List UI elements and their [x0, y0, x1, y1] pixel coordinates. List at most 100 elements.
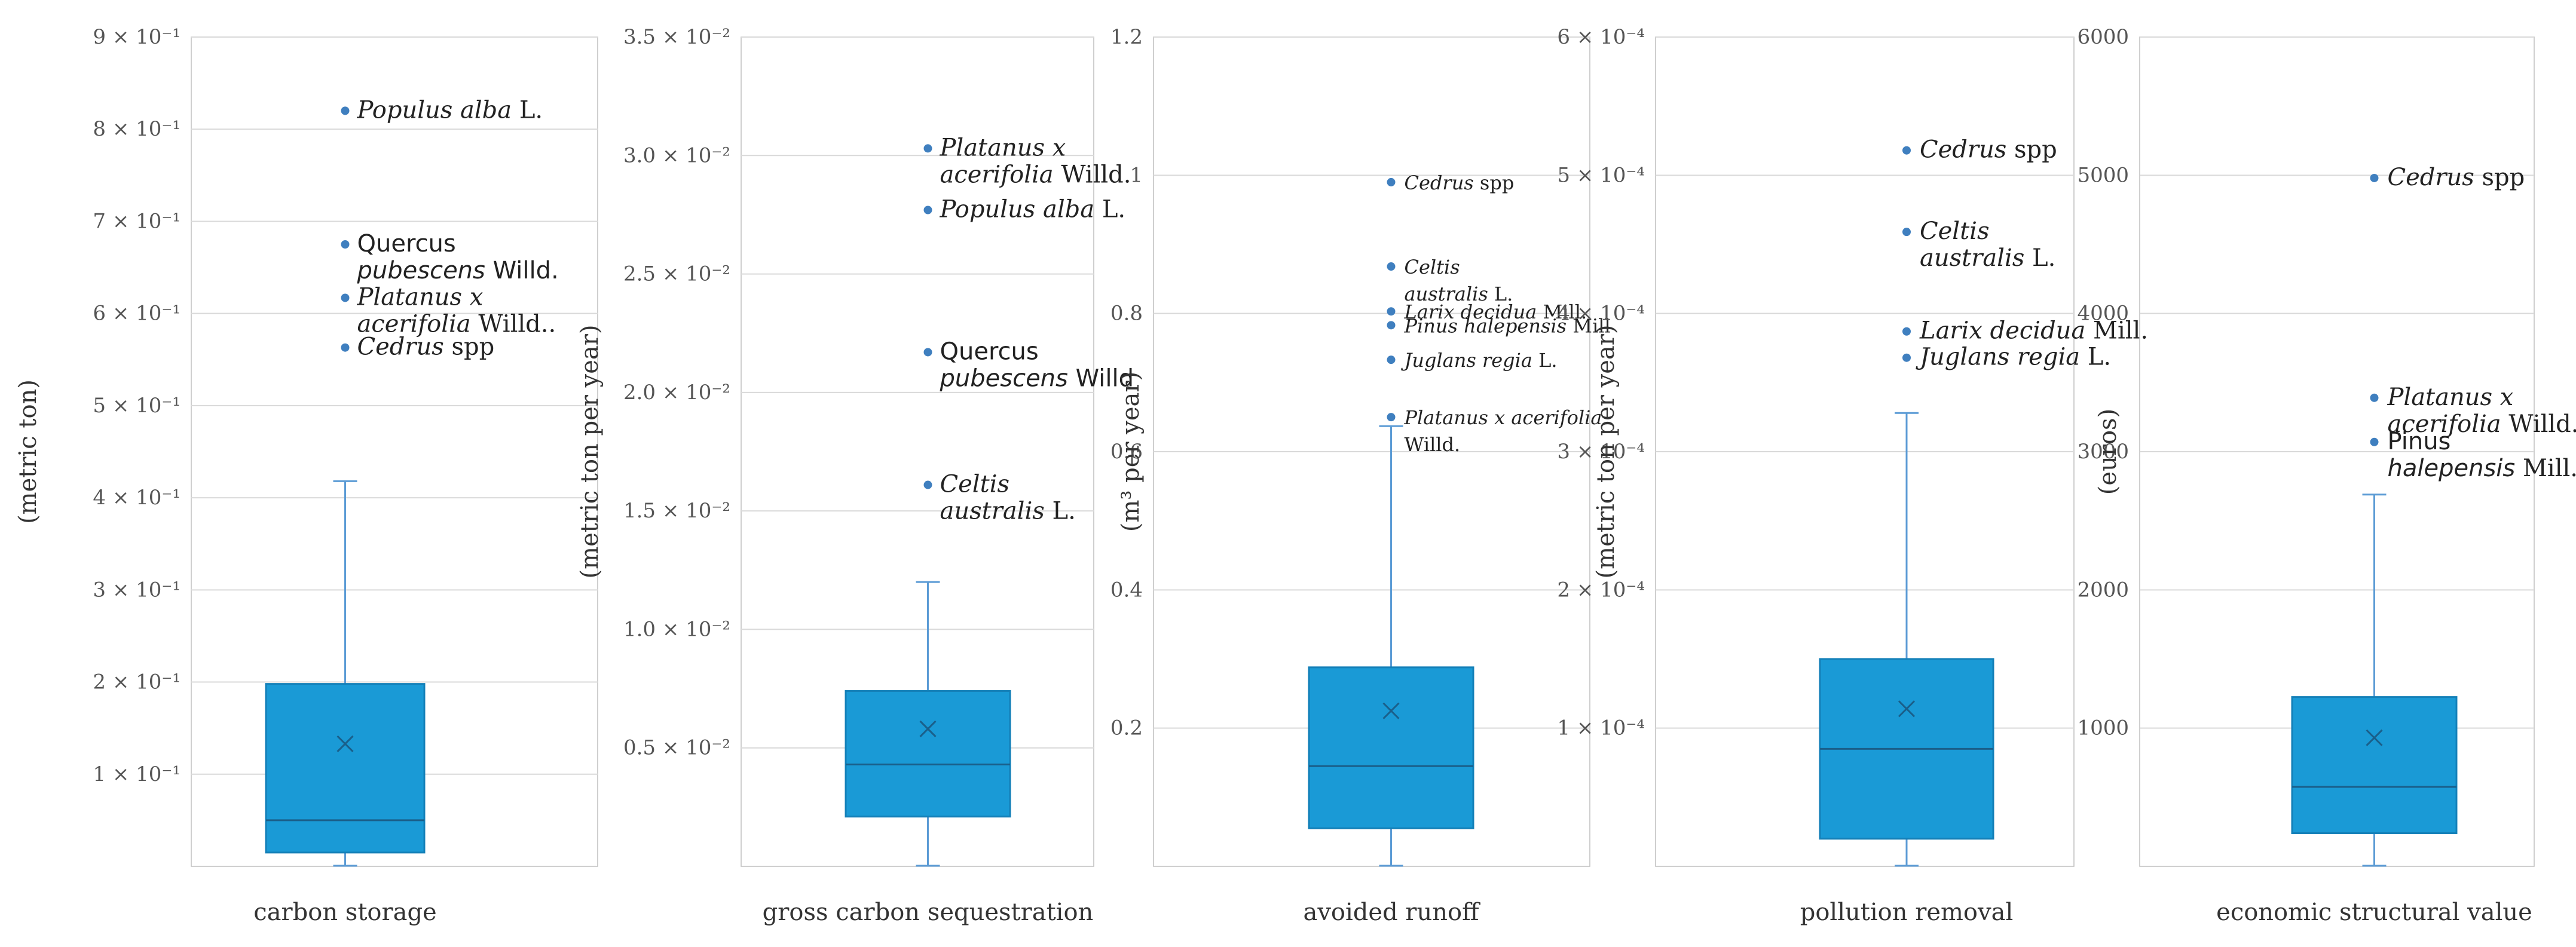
label-segment: spp: [1474, 171, 1515, 194]
panel-2-y-tick-label-3: 1.5 × 10⁻²: [623, 499, 730, 523]
panel-5-outlier-label-3-line-2: halepensis Mill.: [2388, 455, 2576, 482]
panel-5-x-axis-label: economic structural value: [2216, 899, 2532, 926]
panel-1-y-tick-label-4: 4 × 10⁻¹: [93, 486, 180, 510]
label-segment: pubescens: [357, 257, 485, 284]
label-segment: halepensis: [2388, 455, 2516, 482]
panel-1-outlier-point-3: [341, 293, 350, 302]
panel-2-y-tick-label-6: 3.0 × 10⁻²: [623, 143, 730, 167]
label-segment: pubescens: [940, 364, 1068, 392]
panel-4-mean-marker: [1898, 700, 1916, 718]
panel-5-y-tick-label-5: 5000: [2077, 163, 2129, 187]
label-segment: Willd.: [1405, 433, 1461, 456]
label-segment: australis: [940, 498, 1045, 525]
panel-3-y-tick-label-2: 0.4: [1110, 578, 1143, 602]
panel-5-y-tick-label-2: 2000: [2077, 578, 2129, 602]
panel-4-outlier-label-2-line-1: Celtis: [1920, 217, 1989, 245]
panel-3-outlier-point-1: [1387, 177, 1396, 186]
panel-1-y-axis-label: (metric ton): [14, 379, 42, 524]
panel-1-mean-marker: [336, 735, 354, 752]
panel-5-outlier-label-1-line-1: Cedrus spp: [2388, 164, 2525, 191]
label-segment: Willd..: [471, 310, 556, 338]
label-segment: spp: [444, 333, 494, 361]
panel-2-outlier-label-1-line-2: acerifolia Willd.: [940, 161, 1131, 188]
panel-3-outlier-point-3: [1387, 307, 1396, 316]
label-segment: L.: [512, 96, 543, 124]
label-segment: Cedrus: [1405, 171, 1474, 194]
panel-2-outlier-label-3-line-1: Quercus: [940, 338, 1039, 365]
panel-4-y-tick-label-3: 3 × 10⁻⁴: [1557, 440, 1645, 464]
panel-3-outlier-label-5-line-1: Juglans regia L.: [1401, 349, 1558, 372]
label-segment: Mill.: [2515, 455, 2576, 482]
panel-3-y-tick-label-6: 1.2: [1110, 25, 1143, 49]
panel-1-y-tick-label-1: 1 × 10⁻¹: [93, 762, 180, 786]
label-segment: Larix decidua: [1404, 301, 1537, 323]
panel-5-outlier-label-2-line-2: acerifolia Willd.: [2388, 410, 2576, 438]
label-segment: acerifolia: [2388, 410, 2501, 438]
panel-2-y-tick-label-4: 2.0 × 10⁻²: [623, 381, 730, 404]
panel-5-box-iqr: [2291, 696, 2458, 834]
panel-5-outlier-label-3-line-1: Pinus: [2388, 428, 2451, 455]
panel-3-outlier-label-2-line-2: australis L.: [1405, 283, 1513, 305]
panel-5-outlier-point-2: [2370, 393, 2379, 402]
panel-2-y-axis-label: (metric ton per year): [576, 325, 604, 579]
label-segment: Populus alba: [940, 195, 1095, 223]
label-segment: Platanus x: [357, 283, 484, 311]
panel-2-outlier-label-4-line-1: Celtis: [940, 471, 1009, 498]
panel-5-outlier-point-3: [2370, 437, 2379, 446]
panel-3-outlier-point-2: [1387, 262, 1396, 271]
panel-4-outlier-point-4: [1902, 353, 1911, 362]
panel-3-outlier-label-4-line-1: Pinus halepensis Mill: [1404, 314, 1611, 337]
panel-2-y-tick-label-7: 3.5 × 10⁻²: [623, 25, 730, 49]
panel-5-y-tick-label-3: 3000: [2077, 440, 2129, 464]
label-segment: Cedrus: [1920, 136, 2006, 164]
label-segment: L.: [1045, 498, 1076, 525]
label-segment: Juglans regia: [1401, 349, 1532, 372]
panel-1-outlier-point-1: [341, 106, 350, 115]
label-segment: Juglans regia: [1916, 344, 2080, 371]
label-segment: Mill.: [1537, 301, 1587, 323]
panel-1-outlier-label-3-line-1: Platanus x: [357, 283, 484, 311]
panel-3-outlier-point-4: [1387, 321, 1396, 330]
panel-1-y-tick-label-3: 3 × 10⁻¹: [93, 578, 180, 602]
panel-4-y-axis-label: (metric ton per year): [1592, 325, 1620, 579]
label-segment: Quercus: [357, 230, 456, 258]
label-segment: Mill: [1567, 314, 1611, 337]
panel-3-outlier-label-2-line-1: Celtis: [1405, 256, 1460, 278]
label-segment: Cedrus: [357, 333, 444, 361]
panel-4-outlier-label-3-line-1: Larix decidua Mill.: [1919, 317, 2148, 345]
panel-1-x-axis-label: carbon storage: [253, 899, 436, 926]
label-segment: L.: [2024, 244, 2055, 272]
panel-5-y-axis-label: (euros): [2094, 409, 2122, 495]
panel-2-box-iqr: [845, 690, 1011, 818]
label-segment: Mill.: [2085, 317, 2148, 345]
panel-4-y-tick-label-5: 5 × 10⁻⁴: [1557, 163, 1645, 187]
panel-2-x-axis-label: gross carbon sequestration: [763, 899, 1094, 926]
panel-4-x-axis-label: pollution removal: [1800, 899, 2014, 926]
panel-2-outlier-label-3-line-2: pubescens Willd: [940, 364, 1134, 392]
panel-2-outlier-point-2: [923, 206, 932, 214]
panel-5-y-tick-label-6: 6000: [2077, 25, 2129, 49]
panel-3-y-axis-label: (m³ per year): [1117, 372, 1145, 532]
panel-2-outlier-point-4: [923, 480, 932, 489]
panel-4-outlier-point-3: [1902, 327, 1911, 336]
panel-2-outlier-point-3: [923, 348, 932, 357]
label-segment: Willd: [1068, 364, 1134, 392]
panel-3-y-tick-label-5: 1: [1130, 163, 1143, 187]
panel-1-y-tick-label-9: 9 × 10⁻¹: [93, 25, 180, 49]
panel-1-outlier-label-2-line-2: pubescens Willd.: [357, 257, 559, 284]
label-segment: Larix decidua: [1919, 317, 2085, 345]
panel-3-y-tick-label-4: 0.8: [1110, 302, 1143, 326]
label-segment: Pinus halepensis: [1404, 314, 1567, 337]
label-segment: australis: [1920, 244, 2024, 272]
panel-3-outlier-label-6-line-2: Willd.: [1405, 433, 1461, 456]
panel-2-y-tick-label-2: 1.0 × 10⁻²: [623, 617, 730, 641]
panel-3-outlier-point-5: [1387, 355, 1396, 364]
label-segment: Celtis: [1405, 256, 1460, 278]
panel-1-y-tick-label-6: 6 × 10⁻¹: [93, 302, 180, 326]
panel-5-mean-marker: [2366, 729, 2383, 746]
panel-4-outlier-label-2-line-2: australis L.: [1920, 244, 2055, 272]
panel-1-outlier-point-2: [341, 240, 350, 249]
panel-2-outlier-point-1: [923, 144, 932, 153]
label-segment: Platanus x acerifolia: [1404, 406, 1602, 429]
